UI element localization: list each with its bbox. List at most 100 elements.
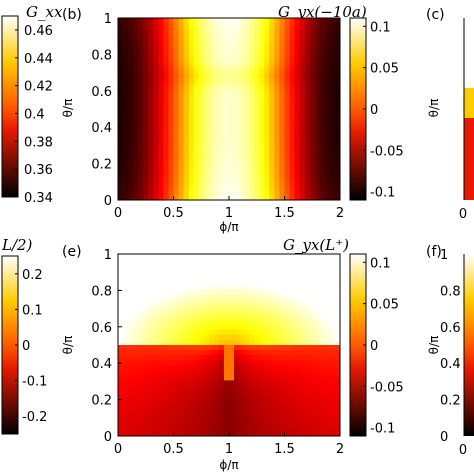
panel-e-heat-cell <box>133 380 139 386</box>
panel-b-heat-cell <box>218 129 225 135</box>
panel-b-heat-cell <box>218 109 225 115</box>
panel-b-heat-cell <box>193 88 200 95</box>
panel-b-heat-cell <box>229 154 235 160</box>
panel-b-heat-cell <box>264 43 270 49</box>
panel-b-heat-cell <box>324 149 331 155</box>
panel-e-heat-cell <box>329 380 336 386</box>
panel-e-heat-cell <box>183 375 190 381</box>
panel-b-heat-cell <box>299 189 306 196</box>
panel-b-heat-cell <box>218 33 225 39</box>
panel-e-heat-cell <box>269 350 275 356</box>
panel-b-heat-cell <box>178 58 184 64</box>
panel-e-heat-cell <box>324 259 331 265</box>
panel-e-heat-cell <box>203 390 210 396</box>
panel-e-heat-cell <box>198 405 205 412</box>
panel-b-heat-cell <box>223 83 230 90</box>
panel-b-heat-cell <box>314 149 321 155</box>
panel-b-heat-cell <box>244 119 250 125</box>
panel-b-heat-cell <box>148 103 154 110</box>
panel-b-heat-cell <box>163 63 169 69</box>
panel-b-heat-cell <box>163 38 169 44</box>
panel-b-heat-cell <box>168 114 174 120</box>
panel-b-heat-cell <box>229 88 235 95</box>
panel-e-heat-cell <box>163 279 169 285</box>
panel-e-heat-cell <box>334 350 341 356</box>
panel-b-heat-cell <box>239 124 245 130</box>
panel-b-heat-cell <box>148 119 154 125</box>
panel-b-heat-cell <box>319 93 326 100</box>
panel-e-heat-cell <box>168 339 174 346</box>
panel-e-heat-cell <box>143 365 149 371</box>
panel-b-heat-cell <box>188 88 195 95</box>
panel-e-heat-cell <box>279 380 285 386</box>
panel-b-heat-cell <box>128 53 134 59</box>
panel-e-heat-cell <box>269 284 275 290</box>
panel-b-heat-cell <box>118 38 124 44</box>
panel-b-heat-cell <box>198 28 205 34</box>
panel-b-heat-cell <box>153 129 159 135</box>
panel-b-heat-cell <box>173 63 179 69</box>
panel-b-heat-cell <box>249 174 255 181</box>
panel-c-ylabel: θ/π <box>427 99 441 118</box>
panel-e-heat-cell <box>334 390 341 396</box>
panel-b-heat-cell <box>223 164 230 171</box>
panel-b-heat-cell <box>218 184 225 191</box>
panel-b-heat-cell <box>213 73 220 80</box>
panel-e-heat-cell <box>309 375 316 381</box>
panel-b-heat-cell <box>153 28 159 34</box>
panel-b-heat-cell <box>329 144 336 150</box>
panel-e-heat-cell <box>329 339 336 346</box>
panel-b-heat-cell <box>218 18 225 24</box>
panel-b-heat-cell <box>188 134 195 140</box>
panel-b-heat-cell <box>294 43 301 49</box>
panel-b-heat-cell <box>279 88 285 95</box>
panel-b-heat-cell <box>183 83 190 90</box>
panel-e-heat-cell <box>203 385 210 391</box>
panel-b-heat-cell <box>319 38 326 44</box>
panel-e-heat-cell <box>208 365 215 371</box>
panel-e-heat-cell <box>289 294 295 300</box>
panel-b-heat-cell <box>218 144 225 150</box>
panel-b-heat-cell <box>128 78 134 85</box>
panel-b-heat-cell <box>183 129 190 135</box>
panel-b-heat-cell <box>304 68 311 75</box>
panel-e-heat-cell <box>153 299 159 305</box>
panel-e-heat-cell <box>118 395 124 402</box>
panel-b-heat-cell <box>168 194 174 201</box>
panel-e-heat-cell <box>168 279 174 285</box>
panel-e-heat-cell <box>314 415 321 422</box>
panel-e-heat-cell <box>269 259 275 265</box>
panel-e-heat-cell <box>153 360 159 366</box>
panel-e-heat-cell <box>319 339 326 346</box>
panel-b-heat-cell <box>133 164 139 171</box>
panel-b-heat-cell <box>178 169 184 176</box>
panel-b-heat-cell <box>249 33 255 39</box>
panel-e-heat-cell <box>138 314 144 321</box>
panel-b-heat-cell <box>193 33 200 39</box>
panel-e-heat-cell <box>294 380 301 386</box>
panel-e-heat-cell <box>158 420 164 427</box>
panel-e-heat-cell <box>309 385 316 391</box>
panel-e-heat-cell <box>324 345 331 351</box>
panel-e-heat-cell <box>284 314 290 321</box>
panel-e-heat-cell <box>259 339 265 346</box>
panel-e-heat-cell <box>284 319 290 326</box>
panel-b-heat-cell <box>213 28 220 34</box>
panel-e-heat-cell <box>279 430 285 437</box>
panel-b-heat-cell <box>123 189 129 196</box>
panel-e-heat-cell <box>319 355 326 361</box>
panel-e-heat-cell <box>128 309 134 316</box>
panel-b-heat-cell <box>148 139 154 145</box>
panel-e-heat-cell <box>163 430 169 437</box>
panel-b-heat-cell <box>123 159 129 166</box>
panel-b-heat-cell <box>183 53 190 59</box>
panel-e-xtick-label: 2 <box>336 442 344 457</box>
panel-e-heat-cell <box>254 385 260 391</box>
panel-b-heat-cell <box>319 154 326 160</box>
panel-b-heat-cell <box>234 139 240 145</box>
panel-e-heat-cell <box>213 355 220 361</box>
panel-b-heat-cell <box>229 139 235 145</box>
panel-b-heat-cell <box>158 33 164 39</box>
panel-e-heat-cell <box>259 425 265 432</box>
panel-e-heat-cell <box>264 339 270 346</box>
